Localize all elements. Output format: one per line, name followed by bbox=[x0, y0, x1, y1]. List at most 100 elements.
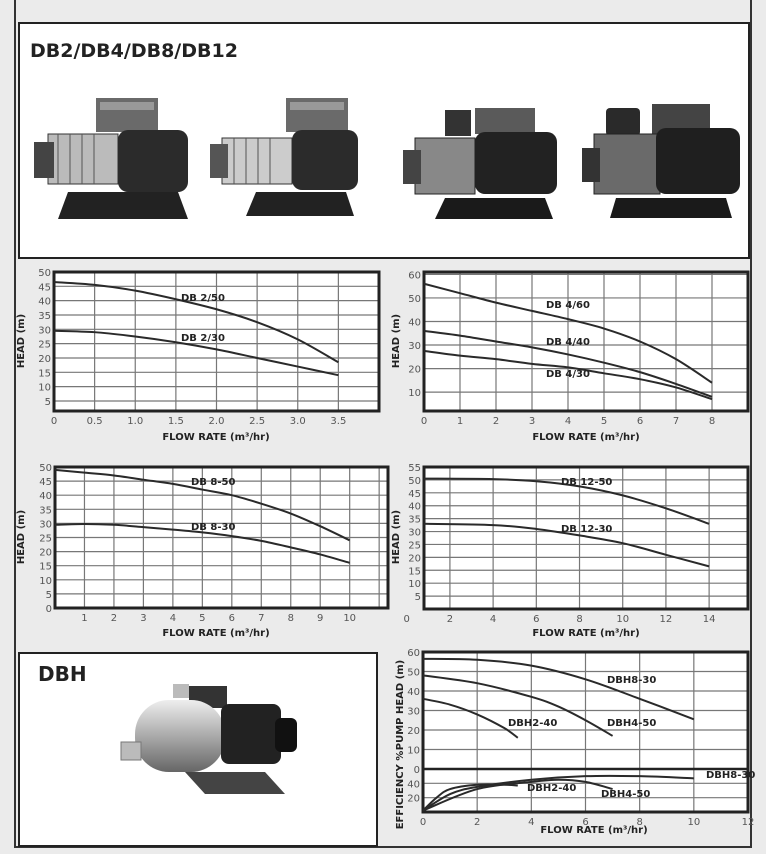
y-tick-label: 40 bbox=[408, 317, 421, 328]
y-tick-label: 35 bbox=[39, 505, 52, 516]
y-tick-label: 5 bbox=[415, 592, 421, 603]
x-tick-label: 10 bbox=[343, 613, 356, 624]
y-axis-title: PUMP HEAD (m) bbox=[395, 660, 406, 751]
y2-tick-label: 40 bbox=[407, 779, 420, 790]
x-tick-label: 4 bbox=[490, 614, 496, 625]
x-axis-title: FLOW RATE (m³/hr) bbox=[162, 628, 269, 639]
y-tick-label: 20 bbox=[38, 354, 51, 365]
x-tick-label: 12 bbox=[660, 614, 673, 625]
x-tick-label: 2 bbox=[111, 613, 117, 624]
series-curve bbox=[423, 329, 713, 398]
series-label: DB 4/60 bbox=[546, 300, 590, 311]
x-tick-label: 0.5 bbox=[87, 416, 103, 427]
x-tick-label: 1.0 bbox=[127, 416, 143, 427]
y-tick-label: 10 bbox=[408, 388, 421, 399]
y-tick-label: 30 bbox=[38, 325, 51, 336]
x-tick-label: 4 bbox=[565, 416, 571, 427]
x-tick-label: 0 bbox=[421, 416, 427, 427]
x-tick-label: 7 bbox=[673, 416, 679, 427]
y-tick-label: 35 bbox=[38, 311, 51, 322]
x-tick-label: 5 bbox=[199, 613, 205, 624]
pump-image-db2-30 bbox=[210, 98, 358, 216]
y-axis-title: HEAD (m) bbox=[16, 314, 27, 368]
page-frame bbox=[14, 0, 752, 848]
x-axis-title: FLOW RATE (m³/hr) bbox=[540, 825, 647, 836]
y-tick-label: 35 bbox=[408, 515, 421, 526]
plot-border bbox=[422, 465, 750, 611]
y-tick-label: 10 bbox=[407, 746, 420, 757]
series-curve bbox=[422, 697, 519, 739]
x-tick-label: 0 bbox=[51, 416, 57, 427]
x-tick-label: 0 bbox=[404, 614, 410, 625]
y-tick-label: 30 bbox=[39, 519, 52, 530]
y-tick-label: 45 bbox=[39, 477, 52, 488]
y-tick-label: 60 bbox=[407, 648, 420, 659]
y-tick-label: 40 bbox=[408, 502, 421, 513]
y2-axis-title: EFFICIENCY % bbox=[395, 751, 406, 830]
y-tick-label: 40 bbox=[407, 687, 420, 698]
series-curve bbox=[422, 657, 695, 721]
series-curve bbox=[54, 468, 351, 542]
series-label: DB 12-30 bbox=[561, 524, 612, 535]
y-tick-label: 45 bbox=[408, 489, 421, 500]
x-tick-label: 14 bbox=[703, 614, 716, 625]
y-tick-label: 10 bbox=[39, 576, 52, 587]
dbh-product-panel: DBH bbox=[18, 652, 378, 847]
x-tick-label: 2 bbox=[493, 416, 499, 427]
y-tick-label: 0 bbox=[414, 765, 420, 776]
y-tick-label: 25 bbox=[408, 540, 421, 551]
y-tick-label: 10 bbox=[38, 383, 51, 394]
series-curve bbox=[53, 329, 339, 377]
x-tick-label: 3.0 bbox=[290, 416, 306, 427]
series-label: DBH4-50 bbox=[607, 718, 656, 729]
pump-image-db4 bbox=[403, 108, 557, 219]
y-tick-label: 30 bbox=[407, 707, 420, 718]
pump-image-db8-db12 bbox=[582, 104, 740, 218]
top-section-title: DB2/DB4/DB8/DB12 bbox=[30, 40, 238, 62]
x-tick-label: 6 bbox=[637, 416, 643, 427]
y-tick-label: 30 bbox=[408, 528, 421, 539]
x-tick-label: 12 bbox=[742, 817, 755, 828]
y-tick-label: 0 bbox=[46, 604, 52, 615]
x-tick-label: 8 bbox=[709, 416, 715, 427]
x-tick-label: 6 bbox=[229, 613, 235, 624]
series-label: DBH8-30 bbox=[706, 770, 755, 781]
y-tick-label: 55 bbox=[408, 463, 421, 474]
x-tick-label: 3.5 bbox=[330, 416, 346, 427]
x-tick-label: 6 bbox=[582, 817, 588, 828]
series-label: DB 4/40 bbox=[546, 337, 590, 348]
series-label: DB 2/50 bbox=[181, 293, 225, 304]
y-tick-label: 50 bbox=[408, 294, 421, 305]
pump-image-db2-50 bbox=[34, 98, 188, 219]
y-tick-label: 40 bbox=[39, 491, 52, 502]
plot-area bbox=[424, 272, 748, 411]
plot-border bbox=[53, 465, 390, 610]
series-curve bbox=[423, 522, 710, 568]
y-axis-title: HEAD (m) bbox=[16, 510, 27, 564]
plot-border bbox=[52, 270, 381, 413]
y-tick-label: 5 bbox=[46, 590, 52, 601]
series-label: DB 12-50 bbox=[561, 477, 612, 488]
x-tick-label: 6 bbox=[533, 614, 539, 625]
series-curve bbox=[54, 522, 350, 564]
y-tick-label: 15 bbox=[39, 562, 52, 573]
y-tick-label: 40 bbox=[38, 297, 51, 308]
series-label: DB 2/30 bbox=[181, 333, 225, 344]
x-tick-label: 3 bbox=[140, 613, 146, 624]
y-tick-label: 15 bbox=[38, 368, 51, 379]
y2-tick-label: 20 bbox=[407, 794, 420, 805]
y-tick-label: 30 bbox=[408, 341, 421, 352]
x-tick-label: 4 bbox=[170, 613, 176, 624]
x-tick-label: 2 bbox=[447, 614, 453, 625]
x-axis-title: FLOW RATE (m³/hr) bbox=[162, 432, 269, 443]
x-axis-title: FLOW RATE (m³/hr) bbox=[532, 628, 639, 639]
series-label: DBH2-40 bbox=[527, 783, 576, 794]
y-tick-label: 20 bbox=[39, 548, 52, 559]
series-label: DBH4-50 bbox=[601, 789, 650, 800]
y-tick-label: 50 bbox=[407, 668, 420, 679]
x-tick-label: 8 bbox=[636, 817, 642, 828]
series-curve bbox=[423, 282, 713, 384]
y-tick-label: 10 bbox=[408, 579, 421, 590]
y-tick-label: 15 bbox=[408, 566, 421, 577]
